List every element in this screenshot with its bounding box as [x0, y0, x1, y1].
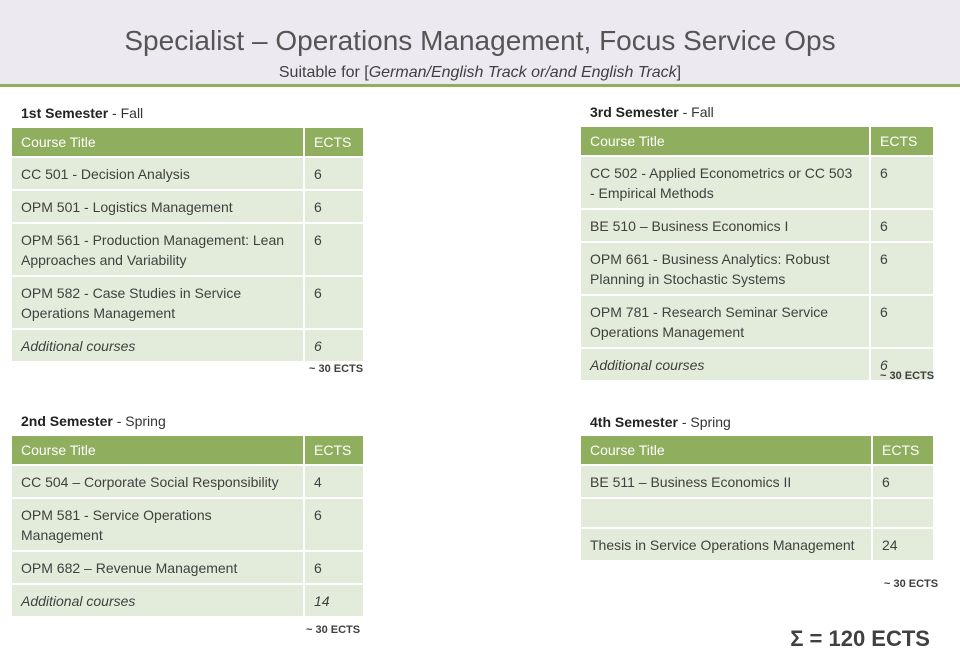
- semester-1-label: 1st Semester: [21, 105, 109, 121]
- course-ects: 6: [873, 466, 933, 499]
- course-ects: 6: [305, 552, 363, 585]
- course-ects: 6: [305, 191, 363, 224]
- semester-3-season: - Fall: [678, 104, 714, 120]
- course-ects: 6: [305, 277, 363, 330]
- table-row: OPM 561 - Production Management: Lean Ap…: [12, 224, 363, 277]
- table-row: CC 502 - Applied Econometrics or CC 503 …: [581, 157, 933, 210]
- table-row: CC 501 - Decision Analysis 6: [12, 158, 363, 191]
- semester-3-total: ~ 30 ECTS: [880, 370, 935, 382]
- course-title: BE 510 – Business Economics I: [581, 210, 871, 243]
- course-ects: 6: [305, 224, 363, 277]
- table-row: Additional courses 6: [581, 349, 933, 382]
- table-row: BE 511 – Business Economics II 6: [581, 466, 933, 499]
- course-ects: 6: [871, 243, 933, 296]
- course-title: CC 504 – Corporate Social Responsibility: [12, 466, 305, 499]
- table-header-row: Course Title ECTS: [581, 436, 933, 466]
- semester-4-season: - Spring: [677, 414, 731, 430]
- semester-2-table: Course Title ECTS CC 504 – Corporate Soc…: [12, 436, 363, 618]
- course-ects: 6: [871, 349, 933, 382]
- page-title: Specialist – Operations Management, Focu…: [124, 25, 836, 56]
- semester-4-total: ~ 30 ECTS: [884, 578, 939, 590]
- subtitle-track: German/English Track or/and English Trac…: [368, 64, 677, 81]
- semester-2-season: - Spring: [112, 413, 166, 429]
- semester-4-table: Course Title ECTS BE 511 – Business Econ…: [581, 436, 933, 562]
- column-course-title: Course Title: [581, 127, 871, 157]
- semester-1-heading: 1st Semester - Fall: [21, 104, 143, 122]
- table-row: Thesis in Service Operations Management 2…: [581, 529, 933, 562]
- course-ects: 14: [305, 585, 363, 618]
- course-title: OPM 582 - Case Studies in Service Operat…: [12, 277, 305, 330]
- table-row: OPM 682 – Revenue Management 6: [12, 552, 363, 585]
- semester-1-season: - Fall: [108, 105, 144, 121]
- course-title: Thesis in Service Operations Management: [581, 529, 873, 562]
- semester-1-table: Course Title ECTS CC 501 - Decision Anal…: [12, 128, 363, 363]
- course-ects: 4: [305, 466, 363, 499]
- table-header-row: Course Title ECTS: [12, 128, 363, 158]
- table-row: OPM 581 - Service Operations Management 6: [12, 499, 363, 552]
- course-ects: 6: [305, 158, 363, 191]
- column-course-title: Course Title: [12, 128, 305, 158]
- course-title: OPM 561 - Production Management: Lean Ap…: [12, 224, 305, 277]
- course-title: CC 502 - Applied Econometrics or CC 503 …: [581, 157, 871, 210]
- table-row: OPM 781 - Research Seminar Service Opera…: [581, 296, 933, 349]
- table-row: Additional courses 14: [12, 585, 363, 618]
- course-ects: 6: [871, 296, 933, 349]
- semester-3-table: Course Title ECTS CC 502 - Applied Econo…: [581, 127, 933, 382]
- column-ects: ECTS: [873, 436, 933, 466]
- course-title: [581, 499, 873, 529]
- course-title: OPM 661 - Business Analytics: Robust Pla…: [581, 243, 871, 296]
- course-ects: 24: [873, 529, 933, 562]
- semester-3-label: 3rd Semester: [590, 104, 679, 120]
- table-row: CC 504 – Corporate Social Responsibility…: [12, 466, 363, 499]
- course-title: OPM 501 - Logistics Management: [12, 191, 305, 224]
- table-row: Additional courses 6: [12, 330, 363, 363]
- course-title: Additional courses: [581, 349, 871, 382]
- semester-2-total: ~ 30 ECTS: [306, 624, 361, 636]
- table-row: OPM 661 - Business Analytics: Robust Pla…: [581, 243, 933, 296]
- course-title: OPM 781 - Research Seminar Service Opera…: [581, 296, 871, 349]
- table-row: OPM 582 - Case Studies in Service Operat…: [12, 277, 363, 330]
- course-ects: 6: [871, 157, 933, 210]
- table-header-row: Course Title ECTS: [12, 436, 363, 466]
- course-title: CC 501 - Decision Analysis: [12, 158, 305, 191]
- page-header: Specialist – Operations Management, Focu…: [0, 0, 960, 87]
- table-row: [581, 499, 933, 529]
- course-title: Additional courses: [12, 585, 305, 618]
- course-ects: 6: [305, 330, 363, 363]
- column-ects: ECTS: [305, 128, 363, 158]
- course-ects: 6: [305, 499, 363, 552]
- course-title: OPM 682 – Revenue Management: [12, 552, 305, 585]
- grand-total: Σ = 120 ECTS: [790, 626, 930, 651]
- course-title: BE 511 – Business Economics II: [581, 466, 873, 499]
- column-ects: ECTS: [305, 436, 363, 466]
- semester-2-label: 2nd Semester: [21, 413, 113, 429]
- course-title: OPM 581 - Service Operations Management: [12, 499, 305, 552]
- semester-2-heading: 2nd Semester - Spring: [21, 412, 166, 430]
- semester-3-heading: 3rd Semester - Fall: [590, 103, 714, 121]
- course-ects: [873, 499, 933, 529]
- subtitle-suffix: ]: [676, 64, 682, 81]
- semester-4-label: 4th Semester: [590, 414, 678, 430]
- semester-4-heading: 4th Semester - Spring: [590, 413, 731, 431]
- column-ects: ECTS: [871, 127, 933, 157]
- table-row: OPM 501 - Logistics Management 6: [12, 191, 363, 224]
- subtitle-prefix: Suitable for [: [278, 64, 369, 81]
- column-course-title: Course Title: [581, 436, 873, 466]
- table-header-row: Course Title ECTS: [581, 127, 933, 157]
- semester-1-total: ~ 30 ECTS: [309, 363, 364, 375]
- column-course-title: Course Title: [12, 436, 305, 466]
- page-subtitle: Suitable for [German/English Track or/an…: [0, 63, 960, 83]
- course-ects: 6: [871, 210, 933, 243]
- course-title: Additional courses: [12, 330, 305, 363]
